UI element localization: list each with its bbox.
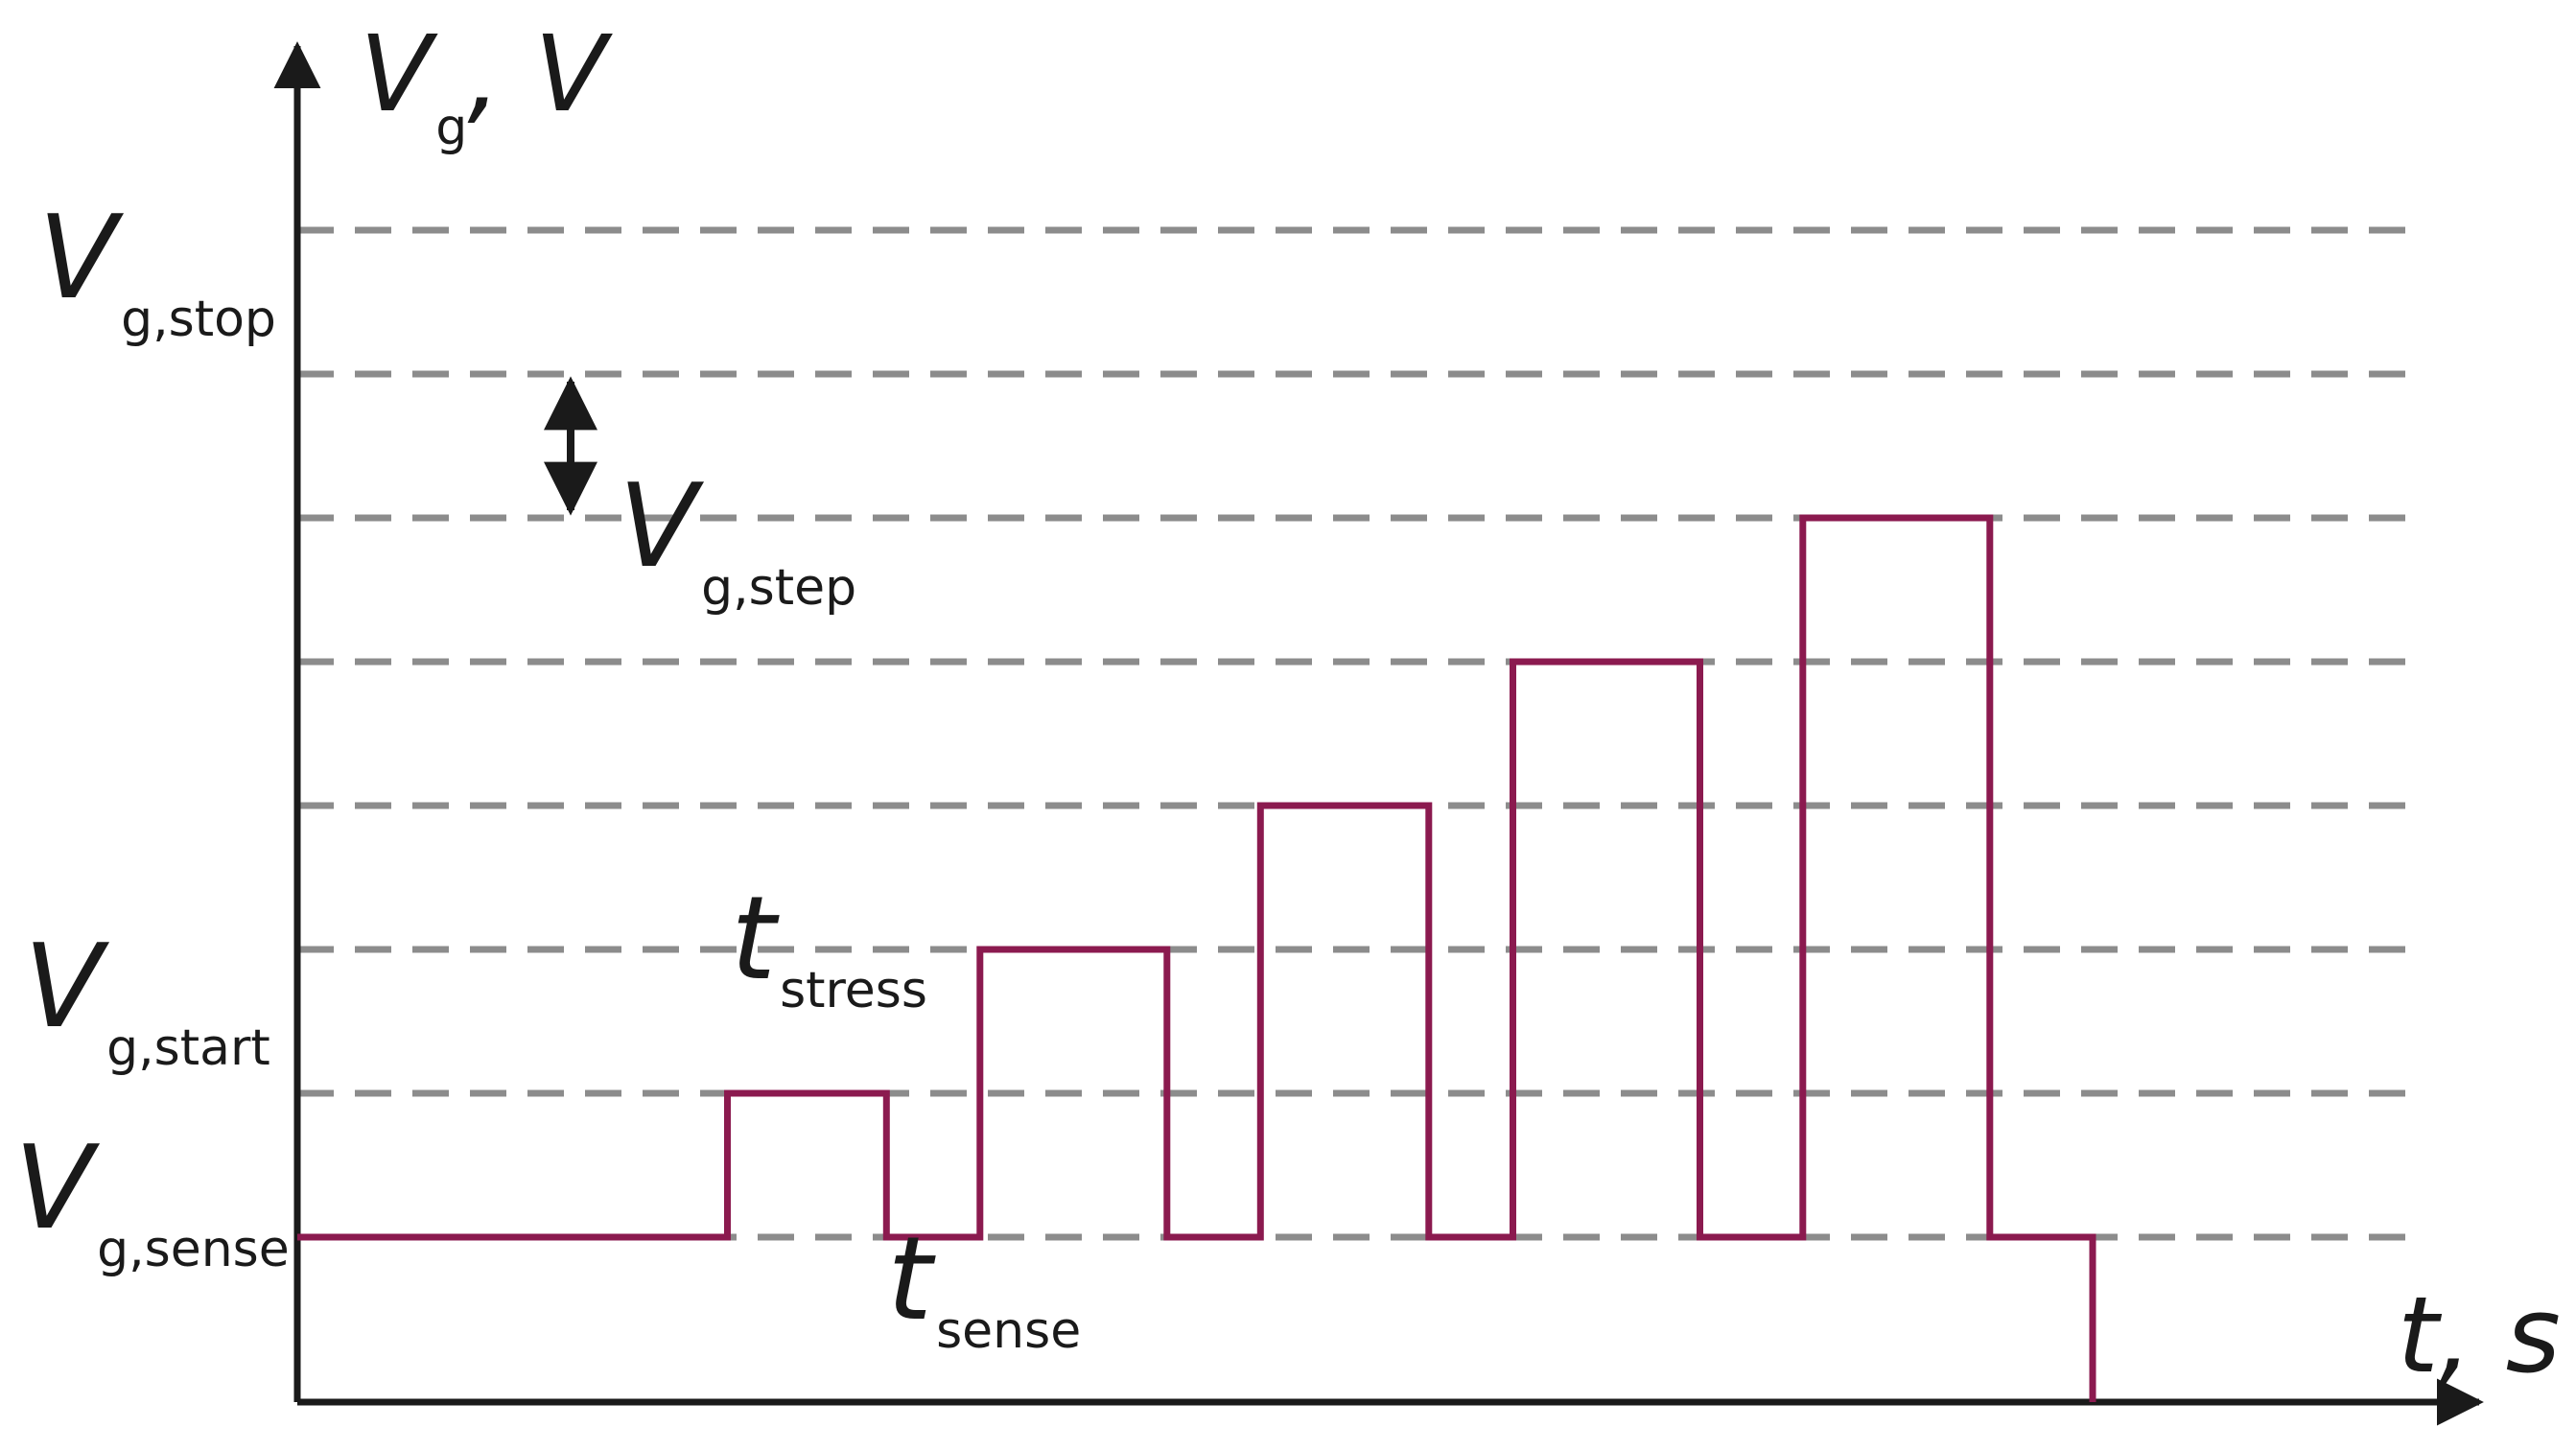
y-axis-label: Vg, V <box>360 12 613 156</box>
step-annotation: Vg,step <box>619 460 856 617</box>
x-axis-label: t, s <box>2398 1274 2561 1396</box>
level-label-sense: Vg,sense <box>14 1122 290 1278</box>
gridlines <box>297 226 2407 1241</box>
sense-time-annotation: tsense <box>887 1213 1081 1360</box>
level-label-start: Vg,start <box>24 921 270 1077</box>
level-label-stop: Vg,stop <box>38 192 276 348</box>
stress-time-annotation: tstress <box>731 873 927 1019</box>
gate-voltage-waveform <box>297 514 2096 1402</box>
